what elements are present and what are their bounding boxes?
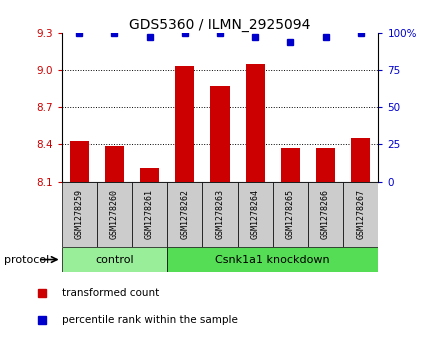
Bar	[132, 182, 167, 247]
Text: GSM1278261: GSM1278261	[145, 189, 154, 239]
Text: GSM1278259: GSM1278259	[75, 189, 84, 239]
Bar	[281, 148, 300, 182]
Bar	[316, 148, 335, 182]
Text: GSM1278264: GSM1278264	[251, 189, 260, 239]
Bar	[210, 86, 230, 182]
Bar	[308, 182, 343, 247]
Bar	[97, 182, 132, 247]
Bar	[140, 168, 159, 182]
Bar	[167, 182, 202, 247]
Bar	[343, 182, 378, 247]
Bar	[175, 66, 194, 182]
Text: percentile rank within the sample: percentile rank within the sample	[62, 315, 238, 325]
Text: GSM1278263: GSM1278263	[216, 189, 224, 239]
Text: GSM1278265: GSM1278265	[286, 189, 295, 239]
Title: GDS5360 / ILMN_2925094: GDS5360 / ILMN_2925094	[129, 18, 311, 32]
Bar	[105, 146, 124, 182]
Text: GSM1278262: GSM1278262	[180, 189, 189, 239]
Text: protocol: protocol	[4, 254, 50, 265]
Text: control: control	[95, 254, 134, 265]
Bar	[351, 138, 370, 182]
Bar	[167, 247, 378, 272]
Bar	[273, 182, 308, 247]
Bar	[202, 182, 238, 247]
Text: transformed count: transformed count	[62, 288, 159, 298]
Bar	[62, 182, 97, 247]
Text: GSM1278266: GSM1278266	[321, 189, 330, 239]
Text: GSM1278267: GSM1278267	[356, 189, 365, 239]
Text: GSM1278260: GSM1278260	[110, 189, 119, 239]
Text: Csnk1a1 knockdown: Csnk1a1 knockdown	[216, 254, 330, 265]
Bar	[246, 64, 265, 182]
Bar	[62, 247, 167, 272]
Bar	[70, 140, 89, 182]
Bar	[238, 182, 273, 247]
